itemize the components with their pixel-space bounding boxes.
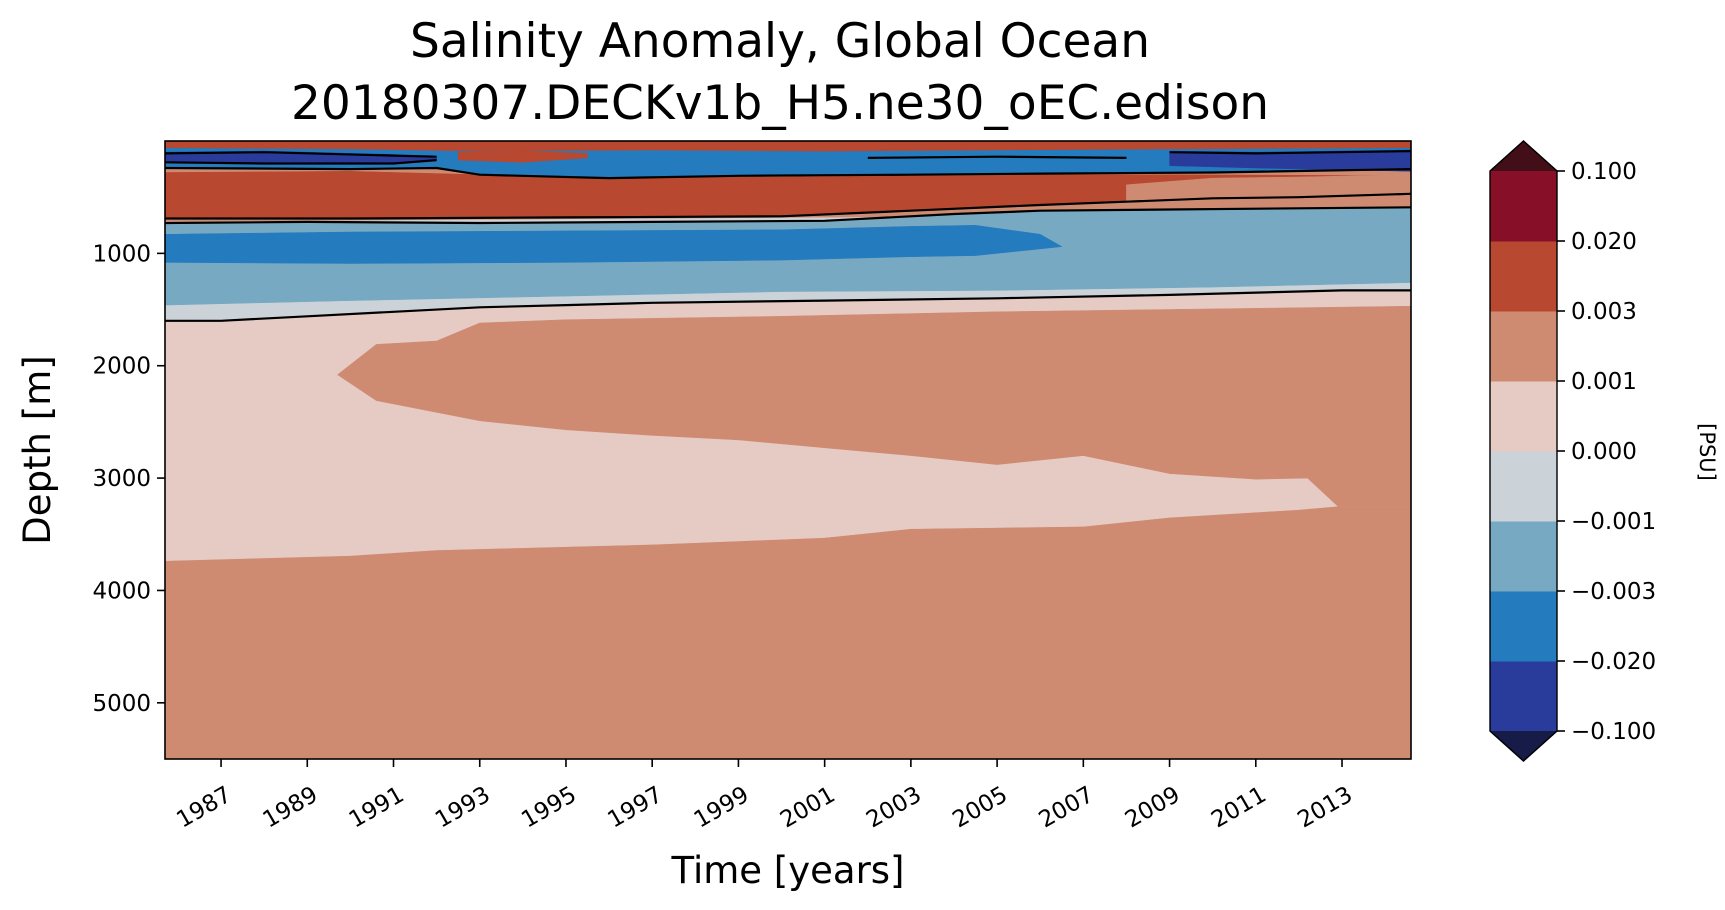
colorbar-under-arrow (1490, 731, 1557, 761)
y-tick-label: 3000 (92, 466, 151, 492)
x-tick-label: 2011 (1207, 782, 1271, 834)
contour-line-6 (1169, 150, 1411, 155)
y-tick-label: 1000 (92, 241, 151, 267)
y-axis: 1000 2000 3000 4000 5000 (92, 241, 165, 717)
contour-line-3 (165, 166, 1411, 180)
colorbar-segment (1490, 381, 1557, 452)
x-tick-label: 2007 (1035, 782, 1099, 834)
zero-contours (165, 150, 1411, 322)
contour-line-4 (165, 151, 437, 158)
x-tick-label: 2013 (1293, 782, 1357, 834)
colorbar-segment (1490, 451, 1557, 522)
band-positive-tongue (337, 305, 1411, 507)
colorbar-segment (1490, 311, 1557, 382)
colorbar: −0.100 −0.020 −0.003 −0.001 0.000 0.001 0.003 0… (1489, 140, 1656, 762)
contour-line-5 (165, 159, 437, 165)
colorbar-tick-label: −0.003 (1571, 579, 1656, 605)
y-axis-label: Depth [m] (16, 355, 59, 544)
colorbar-tick-label: 0.003 (1571, 299, 1637, 325)
colorbar-over-arrow (1490, 141, 1557, 171)
x-axis-label: Time [years] (670, 849, 904, 892)
band-surface-positive (165, 141, 1411, 152)
colorbar-tick-label: 0.001 (1571, 369, 1637, 395)
contour-line-2 (165, 192, 1411, 220)
x-tick-label: 1987 (172, 782, 236, 834)
colorbar-tick-label: 0.100 (1571, 159, 1637, 185)
x-tick-label: 2009 (1121, 782, 1185, 834)
colorbar-segment (1490, 241, 1557, 312)
colorbar-tick-label: −0.020 (1571, 649, 1656, 675)
x-axis: 1987 1989 1991 1993 1995 1997 1999 2001 2003 2005… (172, 759, 1357, 833)
band-surface-positive-patch (457, 150, 588, 163)
colorbar-segment (1490, 661, 1557, 732)
x-tick-label: 1993 (431, 782, 495, 834)
anomaly-bands (165, 141, 1411, 759)
x-tick-label: 1997 (603, 782, 667, 834)
colorbar-segment (1490, 171, 1557, 242)
chart-title-line-1: Salinity Anomaly, Global Ocean (409, 14, 1151, 69)
band-negative-core (165, 225, 1063, 264)
plot-border (164, 140, 1412, 760)
x-tick-label: 1999 (690, 782, 754, 834)
chart-title-line-2: 20180307.DECKv1b_H5.ne30_oEC.edison (291, 76, 1269, 131)
colorbar-tick-label: −0.001 (1571, 509, 1656, 535)
x-tick-label: 1995 (517, 782, 581, 834)
y-tick-label: 5000 (92, 691, 151, 717)
x-tick-label: 2005 (948, 782, 1012, 834)
contour-line-0 (165, 289, 1411, 322)
y-tick-label: 2000 (92, 354, 151, 380)
contour-line-7 (867, 155, 1127, 159)
colorbar-label: [PSU] (1695, 423, 1719, 481)
x-tick-label: 2001 (776, 782, 840, 834)
colorbar-tick-label: −0.100 (1571, 719, 1656, 745)
x-tick-label: 2003 (862, 782, 926, 834)
colorbar-segment (1490, 521, 1557, 592)
colorbar-tick-label: 0.020 (1571, 229, 1637, 255)
colorbar-segment (1490, 591, 1557, 662)
x-tick-label: 1989 (259, 782, 323, 834)
band-surface-strong-negative-late (1169, 149, 1411, 172)
x-tick-label: 1991 (345, 782, 409, 834)
colorbar-tick-label: 0.000 (1571, 439, 1637, 465)
y-tick-label: 4000 (92, 578, 151, 604)
plot-frame (164, 140, 1412, 760)
contour-line-1 (165, 206, 1411, 225)
